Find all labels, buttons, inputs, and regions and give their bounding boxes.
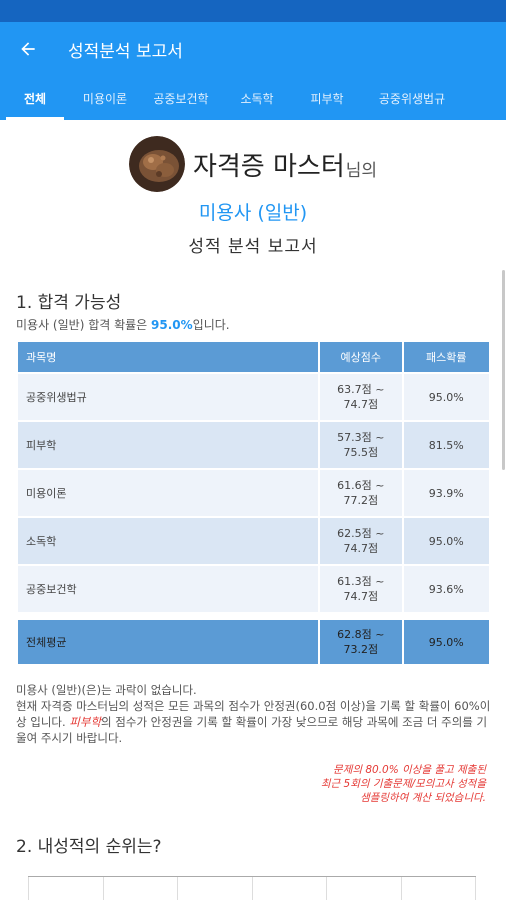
report-title: 성적 분석 보고서	[188, 237, 318, 257]
tab-all[interactable]: 전체	[0, 76, 70, 120]
table-row: 소독학 62.5점 ~74.7점 95.0%	[18, 518, 489, 564]
tab-bar: 전체 미용이론 공중보건학 소독학 피부학 공중위생법규	[0, 76, 506, 120]
user-name-suffix: 님의	[345, 160, 378, 181]
user-name: 자격증 마스터	[192, 151, 345, 182]
scrollbar[interactable]	[502, 270, 505, 470]
section-title-pass-probability: 1. 합격 가능성	[16, 293, 122, 313]
back-button[interactable]	[0, 22, 56, 76]
table-header-row: 과목명 예상점수 패스확률	[18, 342, 489, 372]
tab-hygiene-law[interactable]: 공중위생법규	[378, 91, 446, 106]
table-row: 공중위생법규 63.7점 ~74.7점 95.0%	[18, 374, 489, 420]
header-subject: 과목명	[18, 342, 319, 372]
exam-subject: 미용사 (일반)	[198, 202, 308, 224]
tab-dermatology[interactable]: 피부학	[310, 91, 344, 106]
header-expected-score: 예상점수	[320, 342, 402, 372]
report-header: 자격증 마스터 님의	[0, 134, 506, 194]
app-bar: 성적분석 보고서	[0, 22, 506, 76]
pass-probability-text: 미용사 (일반) 합격 확률은 95.0%입니다.	[16, 318, 230, 332]
summary-text: 미용사 (일반)(은)는 과락이 없습니다. 현재 자격증 마스터님의 성적은 …	[16, 683, 491, 745]
header-pass-rate: 패스확률	[403, 342, 489, 372]
page-title: 성적분석 보고서	[68, 41, 183, 62]
table-row: 미용이론 61.6점 ~77.2점 93.9%	[18, 470, 489, 516]
arrow-left-icon	[21, 42, 35, 56]
report-content[interactable]: 자격증 마스터 님의 미용사 (일반) 성적 분석 보고서 1. 합격 가능성 …	[0, 120, 506, 900]
table-average-row: 전체평균 62.8점 ~73.2점 95.0%	[18, 620, 489, 664]
profile-photo	[128, 136, 185, 192]
tab-public-health[interactable]: 공중보건학	[153, 91, 209, 106]
tab-beauty-theory[interactable]: 미용이론	[82, 91, 128, 106]
weak-subject: 피부학	[69, 715, 102, 729]
tab-disinfection[interactable]: 소독학	[240, 91, 274, 106]
table-row: 공중보건학 61.3점 ~74.7점 93.6%	[18, 566, 489, 612]
avatar	[128, 136, 185, 192]
section-title-ranking: 2. 내성적의 순위는?	[16, 837, 162, 857]
table-row: 피부학 57.3점 ~75.5점 81.5%	[18, 422, 489, 468]
status-bar	[0, 0, 506, 22]
score-table: 과목명 예상점수 패스확률 공중위생법규 63.7점 ~74.7점 95.0% …	[16, 340, 491, 666]
calculation-note: 문제의 80.0% 이상을 풀고 제출된 최근 5회의 기출문제/모의고사 성적…	[320, 764, 486, 804]
ranking-table	[28, 876, 476, 900]
pass-rate-value: 95.0%	[151, 318, 193, 332]
